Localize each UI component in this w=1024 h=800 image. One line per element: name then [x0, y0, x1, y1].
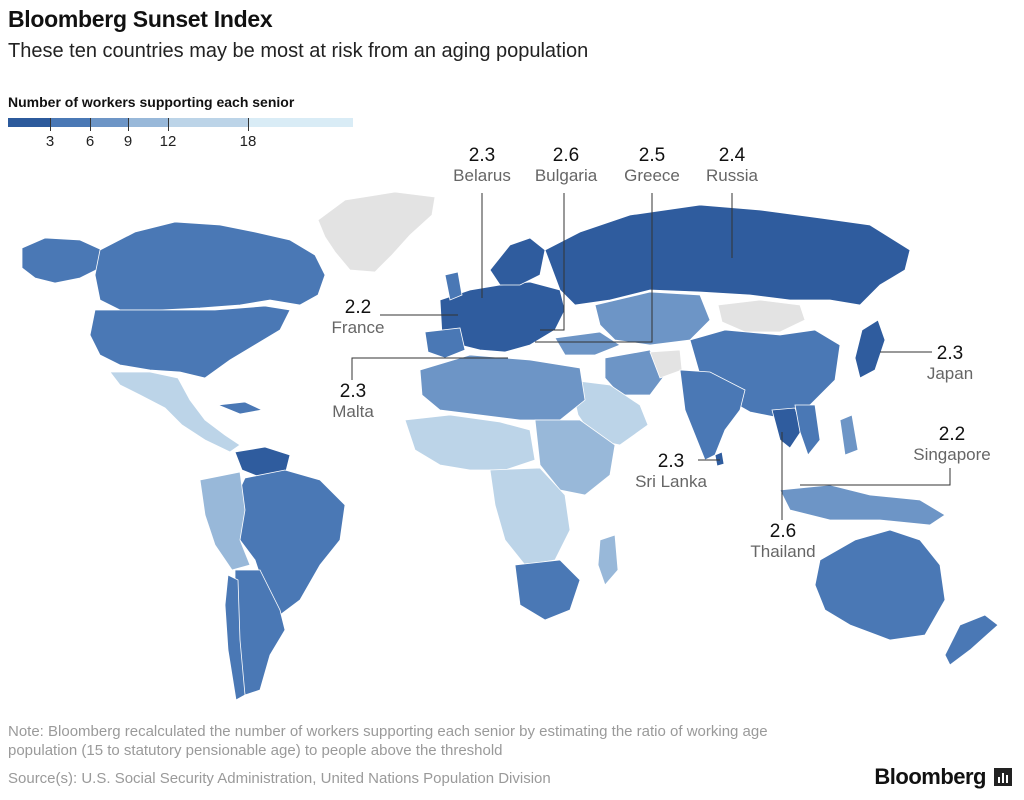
callout-country: Japan [926, 364, 974, 383]
andes [199, 471, 251, 571]
legend-color-bar [8, 118, 353, 127]
callout-value: 2.6 [552, 145, 580, 166]
callout-sri-lanka: 2.3 Sri Lanka [624, 452, 718, 490]
callout-value: 2.3 [339, 381, 367, 402]
legend-ticks: 3 6 9 12 18 [8, 118, 353, 150]
chart-subtitle: These ten countries may be most at risk … [8, 40, 589, 62]
callout-russia: 2.4 Russia [696, 146, 768, 184]
legend-title: Number of workers supporting each senior [8, 94, 295, 110]
cuba [217, 401, 264, 415]
callout-country: France [331, 318, 385, 337]
philippines [839, 414, 859, 456]
footnote: Note: Bloomberg recalculated the number … [8, 723, 768, 759]
sri-lanka [714, 451, 725, 467]
east-africa [534, 419, 616, 496]
leader-line-singapore [800, 468, 951, 486]
australia [814, 529, 946, 641]
callout-value: 2.3 [936, 343, 964, 364]
callout-country: Greece [624, 166, 680, 185]
central-africa [489, 467, 571, 566]
callout-value: 2.6 [769, 521, 797, 542]
usa [89, 305, 291, 379]
leader-lines [351, 193, 951, 520]
leader-line-bulgaria [540, 193, 565, 331]
bloomberg-logo-icon [994, 768, 1012, 786]
uk [444, 271, 463, 301]
callout-country: Thailand [750, 542, 816, 561]
chile [224, 574, 246, 701]
callout-belarus: 2.3 Belarus [444, 146, 520, 184]
russia [544, 204, 911, 306]
iberia [424, 327, 466, 359]
turkey [554, 331, 621, 356]
indonesia [779, 484, 946, 526]
callout-bulgaria: 2.6 Bulgaria [526, 146, 606, 184]
callout-france: 2.2 France [320, 298, 396, 336]
callout-country: Bulgaria [534, 166, 598, 185]
bloomberg-wordmark: Bloomberg [874, 764, 986, 789]
callout-country: Belarus [453, 166, 511, 185]
indochina [794, 404, 821, 456]
india [679, 369, 746, 461]
mongolia [717, 299, 806, 333]
callout-thailand: 2.6 Thailand [740, 522, 826, 560]
north-africa [419, 354, 586, 421]
legend-swatch-3 [128, 118, 168, 127]
west-africa [404, 414, 536, 471]
callout-greece: 2.5 Greece [612, 146, 692, 184]
leader-line-greece [535, 193, 653, 343]
mexico [109, 371, 241, 453]
callout-value: 2.4 [718, 145, 746, 166]
legend-swatch-4 [168, 118, 248, 127]
legend-tick-label: 9 [123, 133, 133, 150]
callout-country: Sri Lanka [635, 472, 707, 491]
southern-africa [514, 559, 581, 621]
japan [854, 319, 886, 379]
source-line: Source(s): U.S. Social Security Administ… [8, 770, 551, 787]
callout-value: 2.2 [938, 424, 966, 445]
canada [94, 221, 326, 311]
callout-value: 2.5 [638, 145, 666, 166]
legend-tick-label: 6 [85, 133, 95, 150]
legend-swatch-5 [248, 118, 353, 127]
callout-value: 2.3 [468, 145, 496, 166]
callout-singapore: 2.2 Singapore [900, 425, 1004, 463]
legend-tick-label: 18 [239, 133, 257, 150]
leader-line-malta [351, 357, 508, 380]
legend-swatch-2 [90, 118, 128, 127]
callout-country: Russia [706, 166, 758, 185]
alaska [21, 237, 103, 284]
greenland [317, 191, 436, 273]
iran [604, 349, 666, 396]
callout-country: Malta [332, 402, 374, 421]
callout-value: 2.2 [344, 297, 372, 318]
callout-country: Singapore [913, 445, 991, 464]
legend-tick-label: 3 [45, 133, 55, 150]
thailand [771, 407, 803, 449]
scandinavia [489, 237, 546, 286]
legend-swatch-1 [50, 118, 90, 127]
chart-title: Bloomberg Sunset Index [8, 6, 273, 32]
callout-japan: 2.3 Japan [914, 344, 986, 382]
madagascar [597, 534, 619, 586]
callout-malta: 2.3 Malta [322, 382, 384, 420]
brand-mark: Bloomberg [874, 764, 1012, 790]
legend-swatch-0 [8, 118, 50, 127]
legend-tick-label: 12 [159, 133, 177, 150]
callout-value: 2.3 [657, 451, 685, 472]
new-zealand [944, 614, 999, 666]
